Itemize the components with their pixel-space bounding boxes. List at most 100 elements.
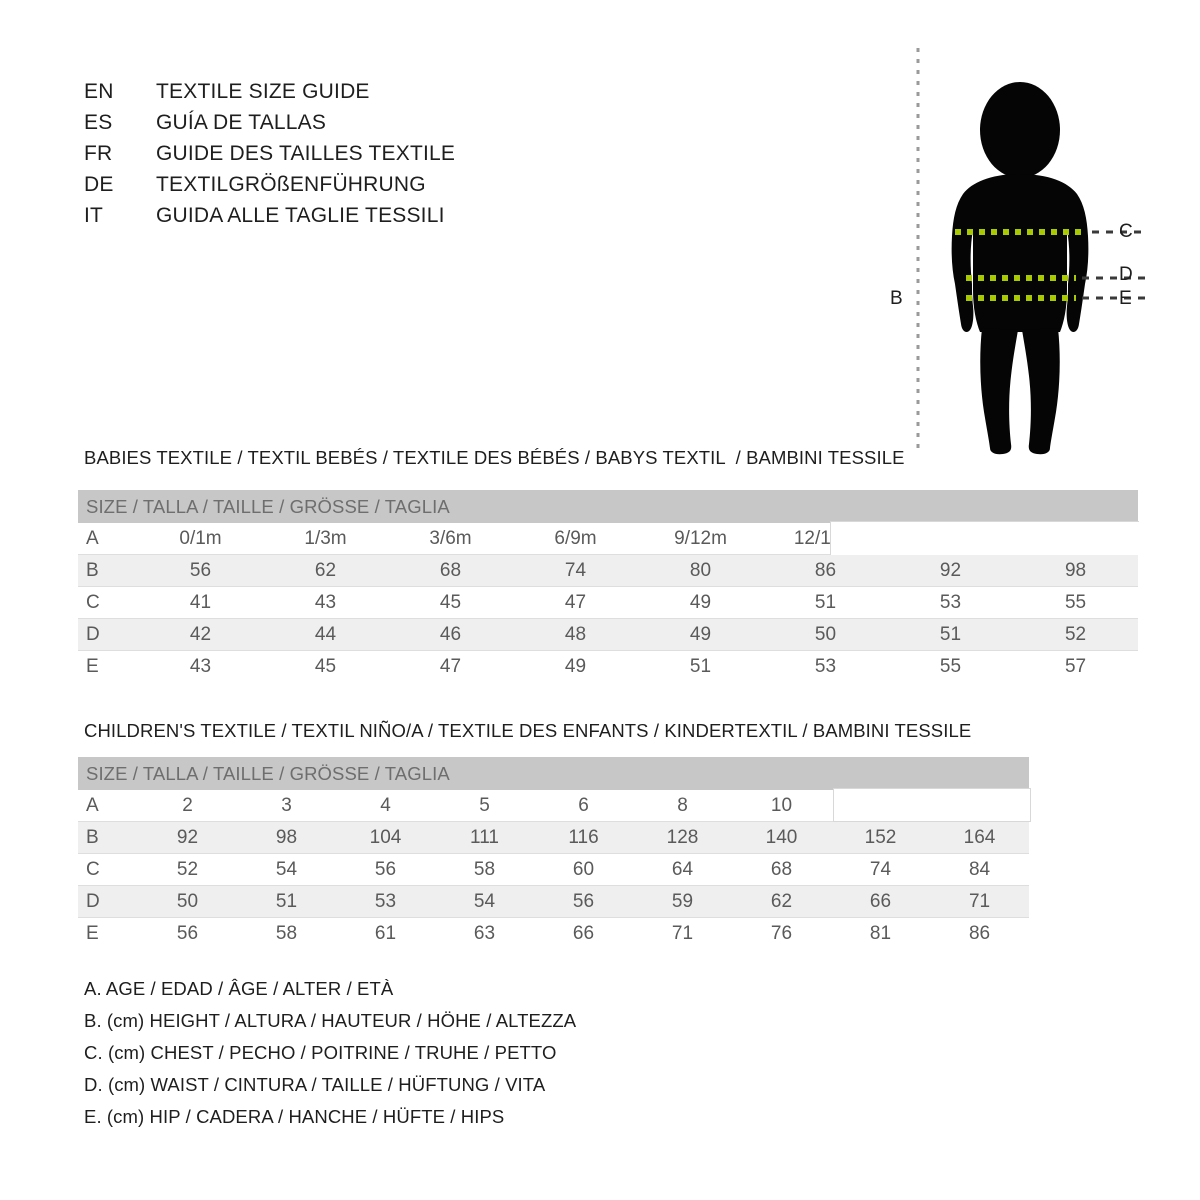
- table-cell: 52: [138, 853, 237, 886]
- table-cell: 76: [732, 917, 831, 949]
- table-cell: 50: [763, 618, 888, 651]
- language-code: FR: [84, 142, 113, 165]
- table-cell: 49: [513, 650, 638, 682]
- table-cell: 49: [638, 586, 763, 619]
- table-cell: 140: [732, 821, 831, 854]
- table-cell: 0/1m: [138, 523, 263, 555]
- table-cell: 53: [336, 885, 435, 918]
- table-cell: 48: [513, 618, 638, 651]
- language-title: GUIDA ALLE TAGLIE TESSILI: [156, 204, 445, 227]
- table-cell: 47: [513, 586, 638, 619]
- table-cell: 116: [534, 821, 633, 854]
- table-cell: 86: [763, 554, 888, 587]
- table-cell: 59: [633, 885, 732, 918]
- child-silhouette: [951, 82, 1089, 455]
- table-cell: 152: [831, 821, 930, 854]
- table-cell: 12/18m: [763, 523, 888, 555]
- table-cell: 68: [388, 554, 513, 587]
- table-cell: 47: [388, 650, 513, 682]
- children-size-table: SIZE / TALLA / TAILLE / GRÖSSE / TAGLIA …: [78, 757, 1030, 949]
- figure-label-hip: E: [1119, 288, 1132, 309]
- table-cell: 55: [888, 650, 1013, 682]
- table-cell: 46: [388, 618, 513, 651]
- row-key: B: [78, 821, 138, 854]
- body-silhouette-svg: [916, 48, 1146, 455]
- language-row: IT GUIDA ALLE TAGLIE TESSILI: [84, 204, 684, 235]
- table-cell: 56: [138, 554, 263, 587]
- children-table-header-label: SIZE / TALLA / TAILLE / GRÖSSE / TAGLIA: [78, 757, 1030, 790]
- language-code: EN: [84, 80, 114, 103]
- table-cell: 51: [638, 650, 763, 682]
- table-row: B 56 62 68 74 80 86 92 98: [78, 554, 1139, 587]
- table-cell: 41: [138, 586, 263, 619]
- table-cell: 58: [435, 853, 534, 886]
- children-section-caption: CHILDREN'S TEXTILE / TEXTIL NIÑO/A / TEX…: [84, 720, 972, 741]
- table-cell: 53: [763, 650, 888, 682]
- row-key: D: [78, 885, 138, 918]
- table-cell: 3: [237, 790, 336, 822]
- language-title: TEXTILGRÖßENFÜHRUNG: [156, 173, 426, 196]
- table-cell: 74: [513, 554, 638, 587]
- table-cell: 51: [763, 586, 888, 619]
- body-measurement-figure: B C D E: [860, 40, 1180, 460]
- table-cell: 66: [831, 885, 930, 918]
- language-code: IT: [84, 204, 104, 227]
- table-cell: 43: [263, 586, 388, 619]
- table-cell: 49: [638, 618, 763, 651]
- table-cell: 45: [263, 650, 388, 682]
- table-cell: 50: [138, 885, 237, 918]
- table-cell: 4: [336, 790, 435, 822]
- babies-table-header-label: SIZE / TALLA / TAILLE / GRÖSSE / TAGLIA: [78, 490, 1139, 523]
- language-title: GUÍA DE TALLAS: [156, 111, 327, 134]
- table-cell: 98: [237, 821, 336, 854]
- table-cell: 64: [633, 853, 732, 886]
- table-row: A 2 3 4 5 6 8 10 12 14: [78, 790, 1030, 822]
- table-cell: 71: [633, 917, 732, 949]
- row-key: D: [78, 618, 138, 651]
- table-cell: 44: [263, 618, 388, 651]
- table-cell: 52: [1013, 618, 1139, 651]
- table-cell: 10: [732, 790, 831, 822]
- table-cell: 92: [138, 821, 237, 854]
- table-cell: 58: [237, 917, 336, 949]
- legend-line: C. (cm) CHEST / PECHO / POITRINE / TRUHE…: [84, 1042, 557, 1063]
- babies-size-table: SIZE / TALLA / TAILLE / GRÖSSE / TAGLIA …: [78, 490, 1139, 682]
- table-row: E 43 45 47 49 51 53 55 57: [78, 650, 1139, 682]
- table-row: C 41 43 45 47 49 51 53 55: [78, 586, 1139, 619]
- table-row: B 92 98 104 111 116 128 140 152 164: [78, 821, 1030, 854]
- table-row: A 0/1m 1/3m 3/6m 6/9m 9/12m 12/18m 18/24m 24/36m: [78, 523, 1139, 555]
- table-cell: 68: [732, 853, 831, 886]
- table-cell: 80: [638, 554, 763, 587]
- language-row: DE TEXTILGRÖßENFÜHRUNG: [84, 173, 684, 204]
- table-cell: 74: [831, 853, 930, 886]
- table-cell: 61: [336, 917, 435, 949]
- children-table-body: A 2 3 4 5 6 8 10 12 14 B 92 98 104 111 116 128 140 152 164 C…: [78, 790, 1030, 949]
- table-cell: 86: [930, 917, 1030, 949]
- legend-line: B. (cm) HEIGHT / ALTURA / HAUTEUR / HÖHE…: [84, 1010, 577, 1031]
- table-row: D 42 44 46 48 49 50 51 52: [78, 618, 1139, 651]
- table-cell: 43: [138, 650, 263, 682]
- table-cell: 51: [237, 885, 336, 918]
- table-cell: 6: [534, 790, 633, 822]
- figure-label-waist: D: [1119, 264, 1133, 285]
- row-key: B: [78, 554, 138, 587]
- table-cell: 84: [930, 853, 1030, 886]
- table-cell: 8: [633, 790, 732, 822]
- table-cell: 45: [388, 586, 513, 619]
- legend-line: D. (cm) WAIST / CINTURA / TAILLE / HÜFTU…: [84, 1074, 546, 1095]
- table-cell: 164: [930, 821, 1030, 854]
- table-cell: 111: [435, 821, 534, 854]
- table-cell: 54: [435, 885, 534, 918]
- row-key: C: [78, 586, 138, 619]
- table-cell: 104: [336, 821, 435, 854]
- table-cell: 6/9m: [513, 523, 638, 555]
- children-table-header-row: SIZE / TALLA / TAILLE / GRÖSSE / TAGLIA: [78, 757, 1030, 790]
- language-row: EN TEXTILE SIZE GUIDE: [84, 80, 684, 111]
- table-cell: 14: [930, 790, 1030, 822]
- table-cell: 24/36m: [1013, 523, 1139, 555]
- table-cell: 56: [534, 885, 633, 918]
- language-row: FR GUIDE DES TAILLES TEXTILE: [84, 142, 684, 173]
- table-cell: 5: [435, 790, 534, 822]
- table-cell: 51: [888, 618, 1013, 651]
- table-cell: 55: [1013, 586, 1139, 619]
